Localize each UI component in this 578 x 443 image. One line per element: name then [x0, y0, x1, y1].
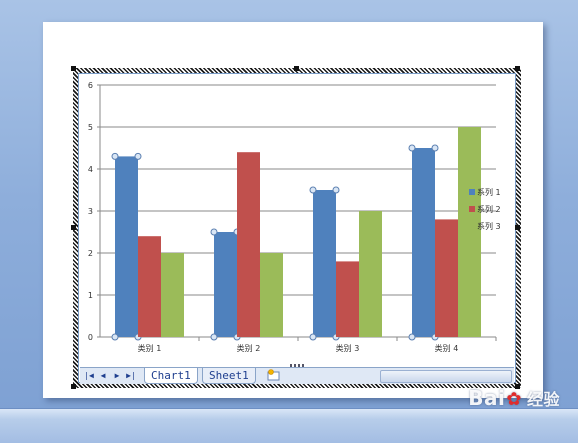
x-tick-label: 类别 4: [435, 343, 459, 353]
bar[interactable]: [359, 211, 382, 337]
selection-handle[interactable]: [408, 333, 416, 341]
next-sheet-icon[interactable]: ▶: [114, 371, 120, 380]
resize-handle-tr[interactable]: [515, 66, 520, 71]
bar[interactable]: [260, 253, 283, 337]
resize-handle-tm[interactable]: [294, 66, 299, 71]
horizontal-scrollbar[interactable]: [380, 370, 512, 383]
selection-handle[interactable]: [309, 186, 317, 194]
resize-handle-ml[interactable]: [71, 225, 76, 230]
y-tick-label: 3: [88, 207, 93, 216]
bar[interactable]: [412, 148, 435, 337]
selection-handle[interactable]: [309, 333, 317, 341]
y-tick-label: 6: [88, 81, 93, 90]
legend-label: 系列 2: [477, 204, 501, 214]
x-tick-label: 类别 3: [336, 343, 360, 353]
bar[interactable]: [313, 190, 336, 337]
y-tick-label: 1: [88, 291, 93, 300]
selection-handle[interactable]: [111, 152, 119, 160]
resize-handle-bl[interactable]: [71, 384, 76, 389]
y-tick-label: 2: [88, 249, 93, 258]
resize-handle-mr[interactable]: [515, 225, 520, 230]
sheet-tab-bar: |◀ ◀ ▶ ▶| Chart1 Sheet1: [80, 367, 514, 384]
selection-handle[interactable]: [210, 333, 218, 341]
legend-swatch: [469, 206, 475, 212]
first-sheet-icon[interactable]: |◀: [84, 371, 94, 380]
status-bar: [0, 408, 578, 443]
y-tick-label: 0: [88, 333, 93, 342]
insert-worksheet-icon[interactable]: [266, 369, 282, 381]
bar[interactable]: [138, 236, 161, 337]
bar[interactable]: [458, 127, 481, 337]
legend-label: 系列 1: [477, 187, 501, 197]
paw-icon: ✿: [506, 389, 522, 410]
selection-handle[interactable]: [408, 144, 416, 152]
last-sheet-icon[interactable]: ▶|: [126, 371, 136, 380]
selection-handle[interactable]: [431, 144, 439, 152]
prev-sheet-icon[interactable]: ◀: [100, 371, 106, 380]
baidu-jingyan-watermark: Bai✿ 经验: [468, 386, 560, 410]
y-tick-label: 4: [88, 165, 93, 174]
y-tick-label: 5: [88, 123, 93, 132]
legend-swatch: [469, 223, 475, 229]
bar[interactable]: [161, 253, 184, 337]
chart-plot-region: 0 1 2 3 4 5 6 类别 1 类别 2 类别 3 类别 4 系列 1 系列 2 系列 3: [78, 73, 516, 383]
bar[interactable]: [237, 152, 260, 337]
selection-handle[interactable]: [134, 152, 142, 160]
bar[interactable]: [435, 219, 458, 337]
tab-chart1[interactable]: Chart1: [144, 368, 198, 384]
chart-area[interactable]: 0 1 2 3 4 5 6 类别 1 类别 2 类别 3 类别 4 系列 1 系列 2 系列 3: [73, 68, 521, 388]
legend-label: 系列 3: [477, 221, 501, 231]
selection-handle[interactable]: [111, 333, 119, 341]
bar[interactable]: [214, 232, 237, 337]
legend-swatch: [469, 189, 475, 195]
bar-chart[interactable]: 0 1 2 3 4 5 6 类别 1 类别 2 类别 3 类别 4 系列 1 系列 2 系列 3: [79, 74, 517, 368]
selection-handle[interactable]: [332, 186, 340, 194]
x-tick-label: 类别 2: [237, 343, 261, 353]
tab-sheet1[interactable]: Sheet1: [202, 368, 256, 384]
resize-handle-br[interactable]: [515, 384, 520, 389]
x-tick-label: 类别 1: [138, 343, 162, 353]
bar[interactable]: [115, 156, 138, 337]
selection-handle[interactable]: [210, 228, 218, 236]
bar[interactable]: [336, 261, 359, 337]
resize-handle-tl[interactable]: [71, 66, 76, 71]
tab-split-grip[interactable]: [290, 364, 304, 367]
